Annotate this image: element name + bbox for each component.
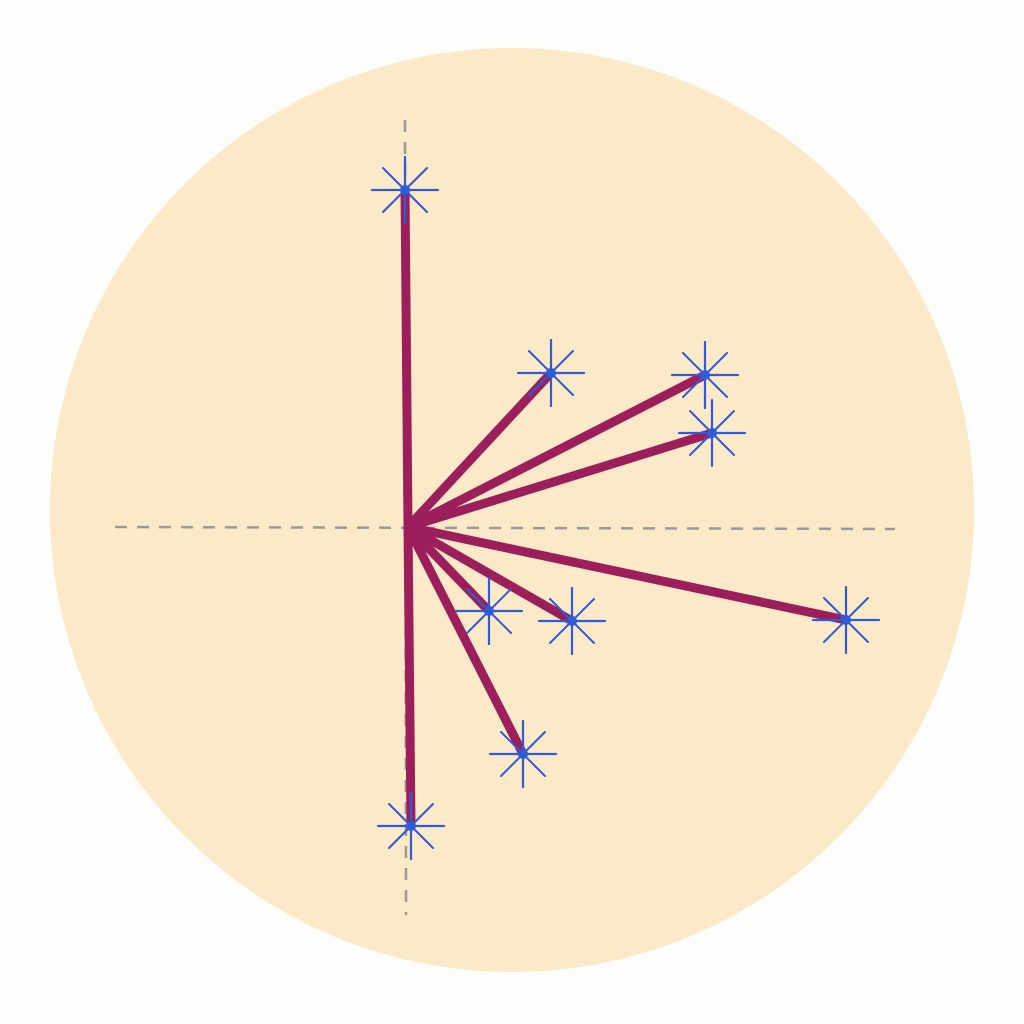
star-marker-icon <box>670 340 740 410</box>
vector-line <box>400 185 413 532</box>
star-marker-icon <box>537 586 607 656</box>
vector-line <box>403 428 717 532</box>
star-marker-icon <box>376 791 446 861</box>
vector-line <box>403 368 556 532</box>
star-marker-icon <box>454 576 524 646</box>
vector-line <box>403 522 577 626</box>
vector-line <box>403 522 528 759</box>
vectors <box>400 185 851 831</box>
star-marker-icon <box>516 338 586 408</box>
vector-line <box>403 370 710 532</box>
vector-line <box>403 522 416 831</box>
vector-line <box>403 522 851 625</box>
background-disc <box>50 48 974 972</box>
star-markers <box>370 155 881 861</box>
star-marker-icon <box>811 585 881 655</box>
star-marker-icon <box>488 719 558 789</box>
star-marker-icon <box>370 155 440 225</box>
star-marker-icon <box>677 398 747 468</box>
